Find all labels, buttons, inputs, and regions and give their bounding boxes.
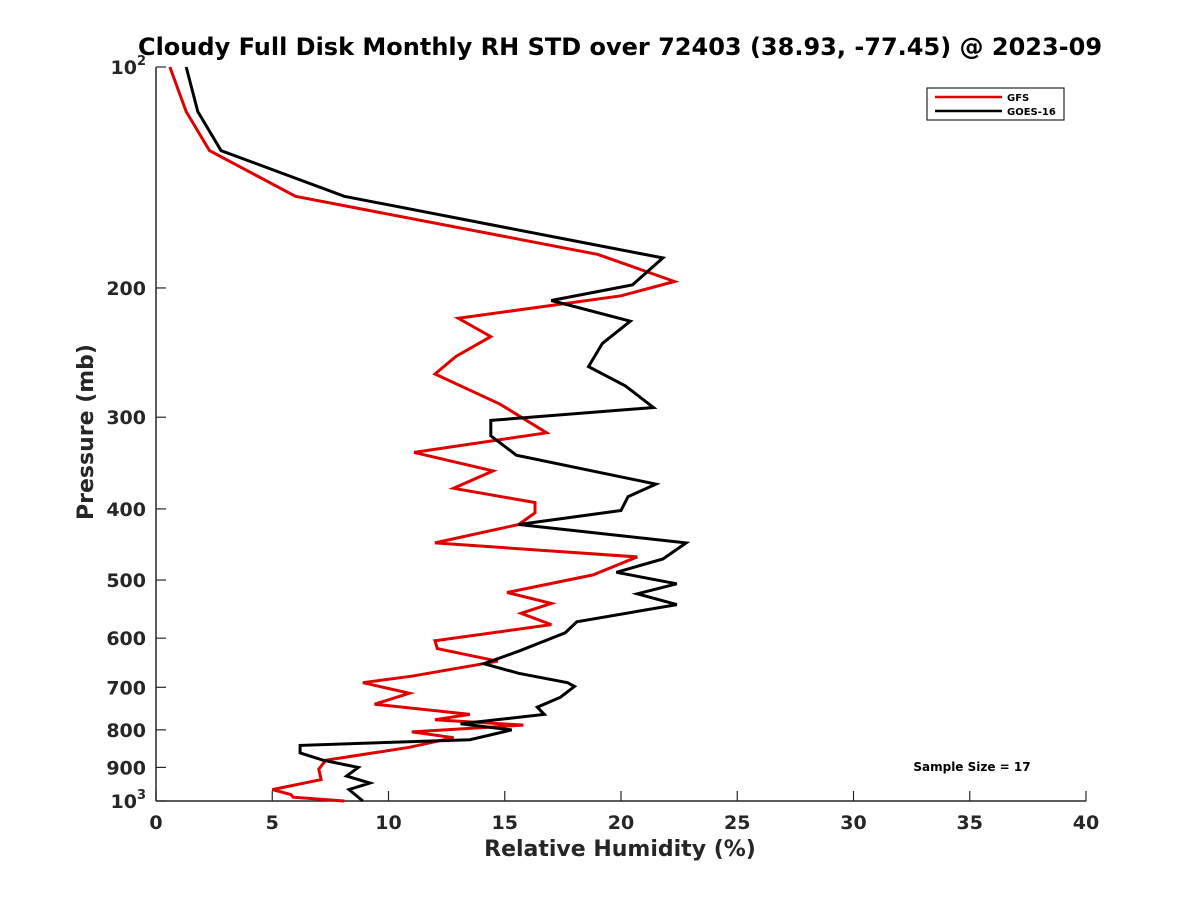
y-tick-label: 200 (106, 278, 146, 300)
series-layer (168, 66, 691, 803)
y-tick-label: 800 (106, 720, 146, 742)
x-tick-label: 40 (1073, 812, 1099, 834)
y-tick-label: 102 (111, 54, 147, 79)
chart-title: Cloudy Full Disk Monthly RH STD over 724… (138, 33, 1102, 61)
legend: GFS GOES-16 (926, 87, 1065, 121)
y-tick-label: 300 (106, 407, 146, 429)
y-tick-label: 600 (106, 628, 146, 650)
y-axis-label: Pressure (mb) (74, 344, 99, 520)
y-tick-label: 500 (106, 570, 146, 592)
y-tick-label: 400 (106, 499, 146, 521)
legend-box (926, 87, 1065, 121)
y-tick-label: 103 (111, 788, 147, 813)
x-tick-label: 10 (375, 812, 401, 834)
x-tick-label: 30 (840, 812, 866, 834)
sample-size-annotation: Sample Size = 17 (913, 760, 1030, 774)
x-tick-label: 15 (492, 812, 518, 834)
x-tick-label: 35 (957, 812, 983, 834)
legend-label-gfs: GFS (1007, 93, 1029, 104)
x-tick-label: 20 (608, 812, 634, 834)
series-line-gfs (168, 66, 680, 803)
axes: 0 5 10 15 20 25 30 35 40 102 200 300 400 500 600 700 800… (106, 54, 1099, 834)
x-tick-label: 0 (149, 812, 162, 834)
y-tick-label: 900 (106, 757, 146, 779)
legend-label-goes-16: GOES-16 (1007, 107, 1056, 118)
y-tick-label: 700 (106, 677, 146, 699)
series-line-goes-16 (184, 66, 691, 803)
x-tick-label: 5 (266, 812, 279, 834)
x-tick-label: 25 (724, 812, 750, 834)
x-axis-label: Relative Humidity (%) (484, 837, 756, 862)
